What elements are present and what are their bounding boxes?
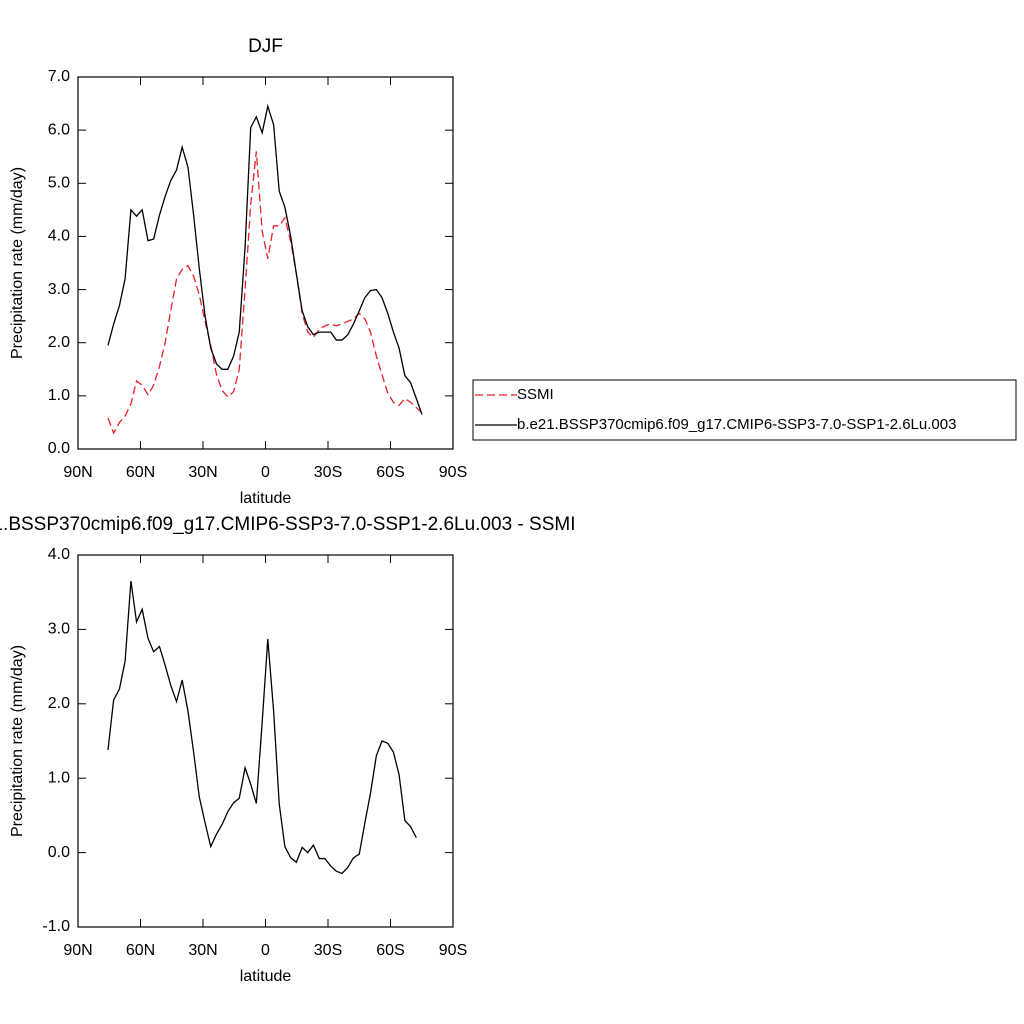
x-tick-label: 90S: [439, 464, 467, 481]
x-tick-label: 30S: [314, 942, 342, 959]
legend-text: SSMI: [517, 386, 554, 403]
y-tick-label: 7.0: [48, 68, 70, 85]
x-tick-label: 60S: [376, 942, 404, 959]
y-tick-label: 4.0: [48, 546, 70, 563]
y-axis-label: Precipitation rate (mm/day): [9, 167, 26, 359]
y-tick-label: -1.0: [42, 918, 70, 935]
x-tick-label: 60N: [126, 464, 155, 481]
x-tick-label: 90N: [63, 464, 92, 481]
data-line: [107, 151, 423, 435]
data-line: [107, 580, 417, 875]
x-tick-label: 60S: [376, 464, 404, 481]
x-tick-label: 90N: [63, 942, 92, 959]
x-axis-label: latitude: [240, 968, 292, 985]
x-tick-label: 30S: [314, 464, 342, 481]
y-axis-label: Precipitation rate (mm/day): [9, 645, 26, 837]
y-tick-label: 2.0: [48, 695, 70, 712]
y-tick-label: 1.0: [48, 387, 70, 404]
y-tick-label: 2.0: [48, 334, 70, 351]
y-tick-label: 3.0: [48, 621, 70, 638]
x-tick-label: 90S: [439, 942, 467, 959]
data-line: [107, 103, 423, 415]
x-tick-label: 30N: [188, 942, 217, 959]
x-tick-label: 0: [261, 464, 270, 481]
legend-text: b.e21.BSSP370cmip6.f09_g17.CMIP6-SSP3-7.…: [517, 416, 956, 433]
chart-title: b.e21.BSSP370cmip6.f09_g17.CMIP6-SSP3-7.…: [0, 514, 575, 535]
x-tick-label: 0: [261, 942, 270, 959]
plot-frame: [77, 76, 454, 450]
chart-title: DJF: [248, 36, 283, 57]
y-tick-label: 1.0: [48, 769, 70, 786]
x-tick-label: 30N: [188, 464, 217, 481]
x-axis-label: latitude: [240, 490, 292, 507]
y-tick-label: 4.0: [48, 228, 70, 245]
y-tick-label: 0.0: [48, 440, 70, 457]
y-tick-label: 6.0: [48, 121, 70, 138]
y-tick-label: 0.0: [48, 844, 70, 861]
plot-frame: [77, 554, 454, 928]
y-tick-label: 5.0: [48, 175, 70, 192]
y-tick-label: 3.0: [48, 281, 70, 298]
legend-box: [472, 379, 1017, 441]
x-tick-label: 60N: [126, 942, 155, 959]
